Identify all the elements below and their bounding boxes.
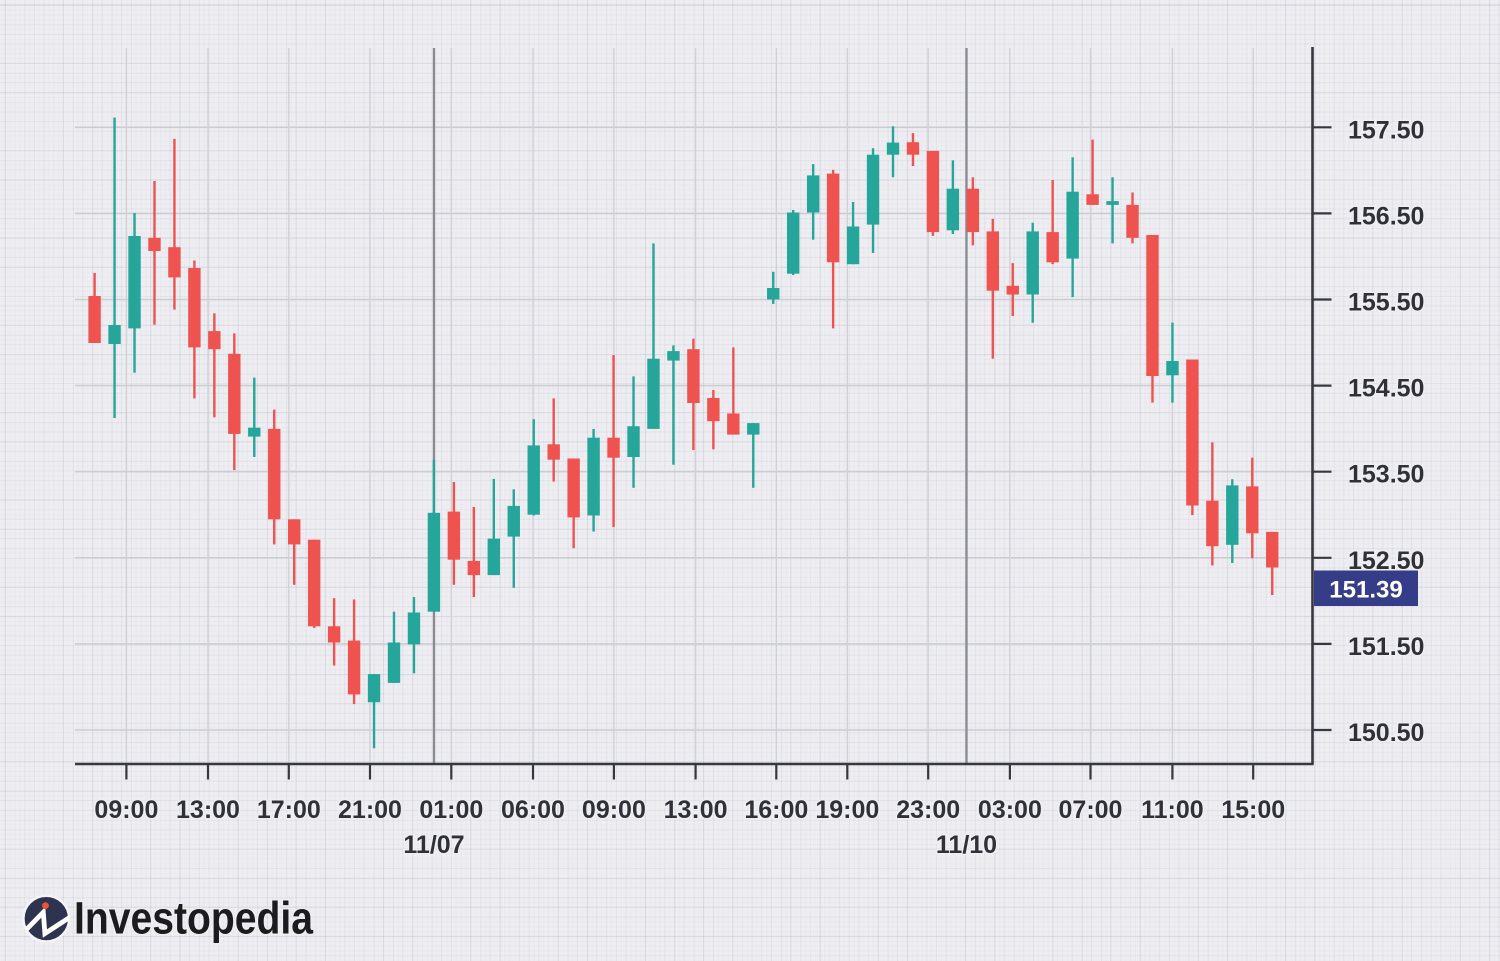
svg-text:151.39: 151.39	[1329, 577, 1402, 604]
svg-text:153.50: 153.50	[1348, 461, 1424, 489]
svg-text:11/07: 11/07	[403, 831, 464, 859]
svg-text:157.50: 157.50	[1348, 116, 1424, 144]
svg-text:150.50: 150.50	[1348, 719, 1424, 747]
svg-text:01:00: 01:00	[419, 796, 483, 824]
svg-text:13:00: 13:00	[664, 796, 728, 824]
svg-text:154.50: 154.50	[1348, 375, 1424, 403]
svg-text:09:00: 09:00	[582, 796, 646, 824]
svg-text:21:00: 21:00	[338, 796, 402, 824]
svg-text:Investopedia: Investopedia	[74, 893, 314, 944]
svg-text:17:00: 17:00	[257, 796, 321, 824]
svg-text:13:00: 13:00	[176, 796, 240, 824]
svg-text:11/10: 11/10	[936, 831, 997, 859]
svg-text:19:00: 19:00	[815, 796, 879, 824]
svg-text:156.50: 156.50	[1348, 202, 1424, 230]
svg-text:23:00: 23:00	[896, 796, 960, 824]
svg-text:155.50: 155.50	[1348, 289, 1424, 317]
svg-text:15:00: 15:00	[1221, 796, 1285, 824]
svg-text:11:00: 11:00	[1141, 796, 1204, 824]
svg-text:07:00: 07:00	[1059, 796, 1123, 824]
svg-text:06:00: 06:00	[501, 796, 565, 824]
svg-text:09:00: 09:00	[94, 796, 158, 824]
svg-text:151.50: 151.50	[1348, 633, 1424, 661]
svg-text:03:00: 03:00	[978, 796, 1042, 824]
svg-text:16:00: 16:00	[744, 796, 808, 824]
